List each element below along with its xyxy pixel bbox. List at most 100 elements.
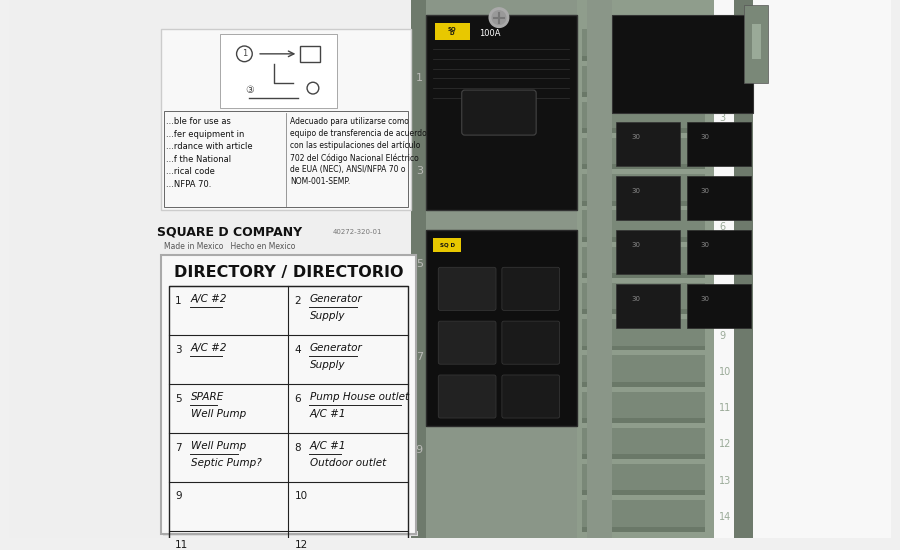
Bar xyxy=(9,0,36,538)
Text: Septic Pump?: Septic Pump? xyxy=(191,458,261,468)
Bar xyxy=(582,392,705,423)
Text: 4: 4 xyxy=(294,345,301,355)
Bar xyxy=(9,0,56,538)
Bar xyxy=(587,0,611,538)
Bar xyxy=(9,0,25,538)
Text: 30: 30 xyxy=(632,188,641,194)
Bar xyxy=(9,0,35,538)
Bar xyxy=(9,0,24,538)
Bar xyxy=(582,319,705,350)
Text: 30: 30 xyxy=(632,242,641,248)
Bar xyxy=(582,500,705,532)
Bar xyxy=(9,0,20,538)
Text: Adecuado para utilizarse como
equipo de transferencia de acuerdo
con las estipul: Adecuado para utilizarse como equipo de … xyxy=(291,118,428,186)
Bar xyxy=(9,0,68,538)
Bar xyxy=(9,0,58,538)
Bar xyxy=(9,0,30,538)
Bar xyxy=(9,0,26,538)
Text: DIRECTORY / DIRECTORIO: DIRECTORY / DIRECTORIO xyxy=(174,265,403,279)
Bar xyxy=(734,0,753,538)
Bar xyxy=(9,0,33,538)
Bar xyxy=(9,0,52,538)
Text: 5: 5 xyxy=(416,260,423,270)
Text: A/C #1: A/C #1 xyxy=(310,441,346,450)
Bar xyxy=(9,0,58,538)
Text: Well Pump: Well Pump xyxy=(191,409,246,419)
FancyBboxPatch shape xyxy=(438,321,496,364)
Bar xyxy=(9,0,61,538)
Bar xyxy=(582,527,705,532)
Text: 1: 1 xyxy=(175,296,182,306)
Bar xyxy=(582,345,705,350)
Bar xyxy=(9,0,45,538)
Text: 5: 5 xyxy=(175,394,182,404)
Text: 11: 11 xyxy=(719,403,732,413)
Text: 7: 7 xyxy=(719,258,725,268)
FancyBboxPatch shape xyxy=(502,267,560,310)
Text: 40272-320-01: 40272-320-01 xyxy=(332,229,382,235)
Text: SPARE: SPARE xyxy=(191,392,224,402)
Text: SQ
D: SQ D xyxy=(447,26,456,36)
Bar xyxy=(611,15,753,113)
Bar xyxy=(687,123,751,167)
Text: 6: 6 xyxy=(294,394,301,404)
FancyBboxPatch shape xyxy=(462,90,536,135)
Bar xyxy=(410,0,426,538)
Bar xyxy=(9,0,59,538)
Bar xyxy=(301,46,320,62)
Text: SQ D: SQ D xyxy=(439,242,454,248)
Bar xyxy=(9,0,14,538)
Bar xyxy=(9,0,14,538)
Bar xyxy=(9,0,31,538)
Bar xyxy=(9,0,39,538)
Bar xyxy=(426,15,577,211)
Bar xyxy=(9,0,44,538)
Bar xyxy=(9,0,57,538)
Bar xyxy=(9,0,55,538)
Text: ③: ③ xyxy=(245,85,254,95)
Bar xyxy=(9,0,42,538)
Bar xyxy=(9,0,41,538)
Text: 30: 30 xyxy=(700,242,709,248)
Bar xyxy=(9,0,62,538)
Text: 5: 5 xyxy=(719,186,725,196)
Bar xyxy=(9,0,65,538)
Text: A/C #2: A/C #2 xyxy=(191,343,227,353)
Text: ...ble for use as
...fer equipment in
...rdance with article
...f the National
.: ...ble for use as ...fer equipment in ..… xyxy=(166,118,253,189)
Bar xyxy=(616,176,680,221)
Text: 30: 30 xyxy=(700,295,709,301)
FancyBboxPatch shape xyxy=(438,267,496,310)
Bar xyxy=(220,34,338,108)
Text: 30: 30 xyxy=(632,134,641,140)
Bar xyxy=(161,255,416,534)
Bar xyxy=(9,0,67,538)
Bar xyxy=(582,355,705,387)
Bar xyxy=(616,123,680,167)
Text: 2: 2 xyxy=(294,296,301,306)
Bar xyxy=(9,0,13,538)
FancyBboxPatch shape xyxy=(502,321,560,364)
Circle shape xyxy=(490,8,508,28)
Bar xyxy=(163,531,418,536)
Bar xyxy=(616,284,680,328)
Text: Supply: Supply xyxy=(310,360,346,370)
Bar xyxy=(582,102,705,133)
Bar xyxy=(9,0,47,538)
Bar xyxy=(9,0,28,538)
Text: 10: 10 xyxy=(294,492,308,502)
Bar xyxy=(582,428,705,459)
Bar xyxy=(9,0,12,538)
Bar xyxy=(582,464,705,496)
Bar xyxy=(9,0,11,538)
Bar xyxy=(582,273,705,278)
Text: 8: 8 xyxy=(294,443,301,453)
Bar xyxy=(9,0,23,538)
Text: Made in Mexico   Hecho en Mexico: Made in Mexico Hecho en Mexico xyxy=(164,242,295,251)
Bar xyxy=(9,0,27,538)
Bar xyxy=(582,56,705,60)
Bar xyxy=(582,382,705,387)
Bar xyxy=(9,0,60,538)
Bar xyxy=(9,0,22,538)
Bar xyxy=(582,65,705,97)
Text: 2: 2 xyxy=(719,77,725,87)
